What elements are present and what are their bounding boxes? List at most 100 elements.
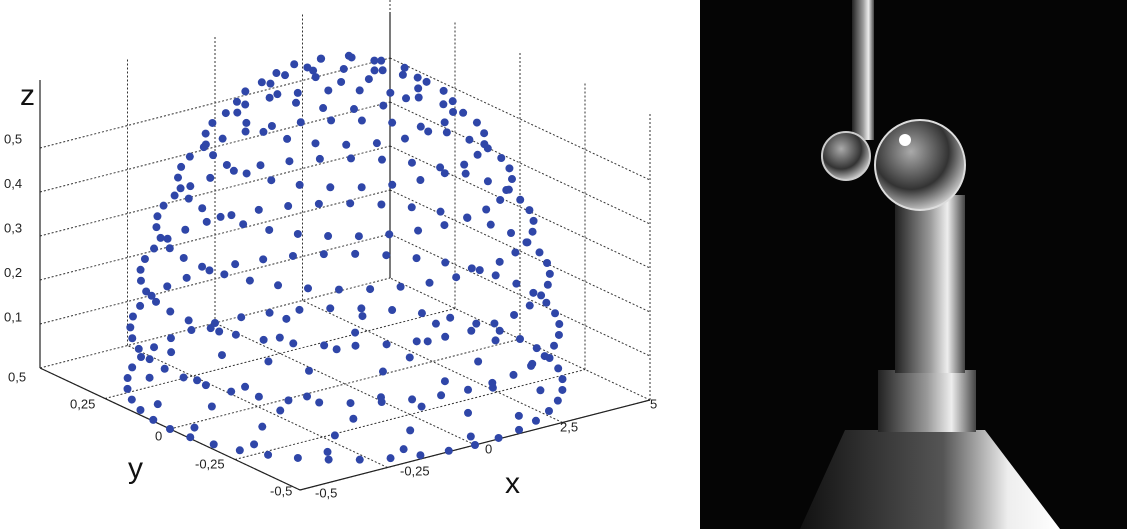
- dot: [180, 373, 188, 381]
- x-tick-label: 5: [650, 396, 657, 411]
- dot: [356, 86, 364, 94]
- dot: [459, 109, 467, 117]
- y-tick-label: -0,25: [195, 456, 225, 471]
- dot: [205, 266, 213, 274]
- dot: [388, 181, 396, 189]
- dot: [550, 342, 558, 350]
- dot: [250, 440, 258, 448]
- dot: [285, 157, 293, 165]
- dot: [150, 245, 158, 253]
- dot: [345, 52, 353, 60]
- dot: [357, 304, 365, 312]
- dot: [387, 454, 395, 462]
- dot: [223, 161, 231, 169]
- dot: [449, 108, 457, 116]
- dot: [256, 161, 264, 169]
- dot: [152, 298, 160, 306]
- dot: [382, 251, 390, 259]
- dot: [324, 232, 332, 240]
- dot: [443, 128, 451, 136]
- dot: [426, 279, 434, 287]
- dot: [509, 371, 517, 379]
- floor-grid-line: [303, 301, 563, 423]
- dot: [186, 182, 194, 190]
- dot: [129, 313, 137, 321]
- dot: [186, 433, 194, 441]
- dot: [259, 128, 267, 136]
- dot: [535, 248, 543, 256]
- dot: [489, 384, 497, 392]
- dot: [496, 196, 504, 204]
- dot: [149, 416, 157, 424]
- dot: [385, 230, 393, 238]
- dot: [327, 116, 335, 124]
- dot: [126, 323, 134, 331]
- dot: [167, 348, 175, 356]
- dot: [312, 73, 320, 81]
- dot: [276, 407, 284, 415]
- dot: [462, 170, 470, 178]
- dot: [351, 250, 359, 258]
- dot: [297, 118, 305, 126]
- dot: [537, 291, 545, 299]
- dot: [418, 309, 426, 317]
- dot: [315, 200, 323, 208]
- dot: [515, 412, 523, 420]
- dot: [492, 336, 500, 344]
- dot: [408, 395, 416, 403]
- dot: [413, 337, 421, 345]
- dot: [529, 289, 537, 297]
- dot: [289, 339, 297, 347]
- dot: [233, 109, 241, 117]
- dot: [402, 94, 410, 102]
- x-tick-label: 2,5: [560, 419, 578, 434]
- dot: [516, 196, 524, 204]
- dot: [135, 345, 143, 353]
- dot: [185, 195, 193, 203]
- dot: [406, 426, 414, 434]
- dot: [414, 74, 422, 82]
- dot: [187, 326, 195, 334]
- dot: [505, 164, 513, 172]
- dot: [152, 223, 160, 231]
- dot: [289, 252, 297, 260]
- dot: [377, 200, 385, 208]
- dot: [146, 355, 154, 363]
- dot: [198, 204, 206, 212]
- dot: [440, 87, 448, 95]
- dot: [379, 102, 387, 110]
- dot: [424, 127, 432, 135]
- dot: [219, 135, 227, 143]
- dot: [274, 281, 282, 289]
- photo: [700, 0, 1127, 529]
- dot: [246, 277, 254, 285]
- dot: [294, 454, 302, 462]
- dot: [272, 69, 280, 77]
- dot: [142, 287, 150, 295]
- dot: [292, 99, 300, 107]
- dot: [446, 314, 454, 322]
- dot: [206, 174, 214, 182]
- dot: [266, 80, 274, 88]
- dot: [441, 118, 449, 126]
- dot: [510, 311, 518, 319]
- floor-grid-line: [105, 309, 455, 399]
- dot: [208, 119, 216, 127]
- dot: [128, 363, 136, 371]
- dot: [350, 105, 358, 113]
- dot: [416, 176, 424, 184]
- dot: [383, 340, 391, 348]
- dot: [432, 320, 440, 328]
- dot: [217, 213, 225, 221]
- scatter-plot: [40, 0, 650, 490]
- dot: [401, 64, 409, 72]
- dot: [408, 203, 416, 211]
- dot: [413, 254, 421, 262]
- dot: [153, 212, 161, 220]
- dot: [474, 357, 482, 365]
- dot: [242, 119, 250, 127]
- dot: [525, 206, 533, 214]
- x-tick-label: -0,5: [315, 485, 337, 500]
- x-tick-label: -0,25: [400, 463, 430, 478]
- dot: [371, 66, 379, 74]
